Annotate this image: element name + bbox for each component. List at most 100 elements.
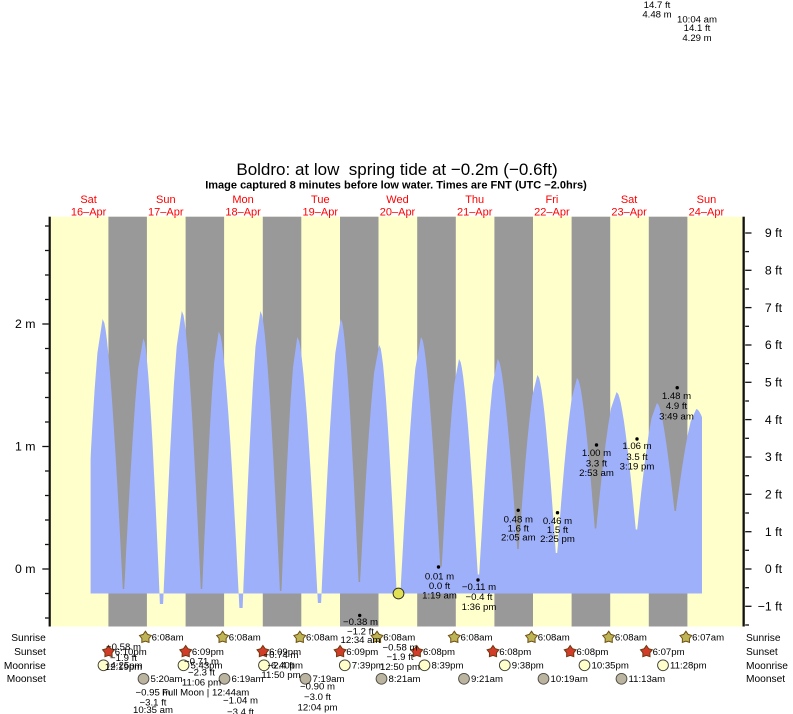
svg-text:16–Apr: 16–Apr [71, 206, 107, 218]
svg-text:Tue: Tue [311, 194, 330, 206]
svg-text:6:08pm: 6:08pm [576, 647, 608, 658]
svg-text:6:08pm: 6:08pm [499, 647, 531, 658]
svg-text:10:35 am: 10:35 am [133, 705, 173, 714]
svg-text:Sunset: Sunset [746, 647, 778, 658]
svg-text:Boldro: at low spring tide at: Boldro: at low spring tide at −0.2m (−0.… [236, 160, 557, 179]
svg-text:−1 ft: −1 ft [758, 600, 783, 614]
svg-text:4.29 m: 4.29 m [682, 33, 711, 44]
svg-text:6:08am: 6:08am [152, 633, 184, 644]
svg-text:6:40pm: 6:40pm [271, 661, 303, 672]
svg-text:12:19pm: 12:19pm [105, 662, 142, 673]
svg-text:1:19 am: 1:19 am [422, 591, 457, 602]
svg-text:10:04 am: 10:04 am [677, 14, 717, 25]
svg-text:−3.0 ft: −3.0 ft [304, 692, 331, 703]
svg-text:2:53 am: 2:53 am [579, 468, 614, 479]
svg-text:6:08am: 6:08am [306, 633, 338, 644]
svg-text:7:39pm: 7:39pm [352, 661, 384, 672]
svg-text:0.46 m: 0.46 m [543, 516, 572, 527]
svg-text:−0.90 m: −0.90 m [300, 681, 335, 692]
svg-text:12:34 am: 12:34 am [340, 635, 380, 646]
svg-text:3:49 am: 3:49 am [659, 411, 694, 422]
svg-text:4:25pm: 4:25pm [111, 661, 143, 672]
svg-text:8:39pm: 8:39pm [432, 661, 464, 672]
svg-text:12:04 pm: 12:04 pm [297, 702, 337, 713]
svg-text:−0.74 m: −0.74 m [264, 650, 299, 661]
svg-text:1.00 m: 1.00 m [582, 448, 611, 459]
svg-text:6:08am: 6:08am [461, 633, 493, 644]
svg-text:11:50 pm: 11:50 pm [261, 670, 300, 681]
svg-text:6:19am: 6:19am [232, 674, 264, 685]
svg-text:5 ft: 5 ft [765, 376, 783, 390]
svg-text:Sunrise: Sunrise [746, 633, 781, 644]
svg-text:1 m: 1 m [15, 440, 36, 454]
svg-text:0 m: 0 m [15, 562, 36, 576]
svg-text:11:28pm: 11:28pm [670, 661, 707, 672]
svg-text:Moonset: Moonset [746, 674, 785, 685]
svg-text:22–Apr: 22–Apr [534, 206, 570, 218]
svg-text:1.06 m: 1.06 m [622, 441, 651, 452]
svg-text:Sun: Sun [156, 194, 176, 206]
svg-text:−0.95 m: −0.95 m [136, 687, 171, 698]
svg-text:10:35pm: 10:35pm [592, 661, 629, 672]
svg-text:0.01 m: 0.01 m [425, 571, 454, 582]
svg-text:−2.3 ft: −2.3 ft [188, 667, 215, 678]
svg-text:23–Apr: 23–Apr [611, 206, 647, 218]
svg-text:−0.38 m: −0.38 m [343, 617, 378, 628]
svg-text:19–Apr: 19–Apr [303, 206, 339, 218]
svg-text:Full Moon | 12:44am: Full Moon | 12:44am [162, 687, 249, 698]
svg-text:8:21am: 8:21am [389, 674, 421, 685]
svg-text:−3.4 ft: −3.4 ft [227, 707, 254, 714]
svg-text:0.0 ft: 0.0 ft [429, 581, 451, 592]
svg-text:−1.2 ft: −1.2 ft [347, 626, 374, 637]
svg-text:11:06 pm: 11:06 pm [182, 677, 221, 688]
svg-text:−0.4 ft: −0.4 ft [466, 592, 493, 603]
svg-text:24–Apr: 24–Apr [689, 206, 725, 218]
svg-text:6:09pm: 6:09pm [346, 647, 378, 658]
svg-text:Moonset: Moonset [7, 674, 46, 685]
svg-text:8 ft: 8 ft [765, 264, 783, 278]
svg-text:6:08pm: 6:08pm [423, 647, 455, 658]
svg-text:−1.9 ft: −1.9 ft [387, 652, 414, 663]
svg-text:−0.11 m: −0.11 m [462, 582, 496, 593]
svg-text:14.7 ft: 14.7 ft [644, 0, 671, 11]
svg-text:Thu: Thu [465, 194, 484, 206]
svg-text:21–Apr: 21–Apr [457, 206, 493, 218]
svg-text:1.5 ft: 1.5 ft [547, 525, 569, 536]
svg-text:6 ft: 6 ft [765, 338, 783, 352]
svg-text:3.3 ft: 3.3 ft [586, 458, 608, 469]
svg-text:Moonrise: Moonrise [4, 661, 46, 672]
svg-text:−0.58 m: −0.58 m [106, 642, 141, 653]
svg-text:Image captured 8 minutes befor: Image captured 8 minutes before low wate… [205, 180, 587, 192]
svg-text:7 ft: 7 ft [765, 301, 783, 315]
svg-text:6:08am: 6:08am [615, 633, 647, 644]
svg-text:3 ft: 3 ft [765, 450, 783, 464]
svg-text:2 m: 2 m [15, 317, 36, 331]
svg-text:2:05 am: 2:05 am [501, 532, 536, 543]
svg-text:1.6 ft: 1.6 ft [508, 523, 530, 534]
svg-text:Sat: Sat [621, 194, 638, 206]
svg-text:Sunrise: Sunrise [11, 633, 46, 644]
svg-text:9:38pm: 9:38pm [512, 661, 544, 672]
svg-text:14.1 ft: 14.1 ft [684, 23, 711, 34]
svg-text:5:20am: 5:20am [151, 674, 183, 685]
svg-text:6:08am: 6:08am [229, 633, 261, 644]
svg-text:Wed: Wed [386, 194, 408, 206]
svg-text:18–Apr: 18–Apr [225, 206, 261, 218]
svg-text:7:19am: 7:19am [313, 674, 345, 685]
svg-text:1:36 pm: 1:36 pm [462, 602, 497, 613]
svg-text:Mon: Mon [232, 194, 253, 206]
svg-text:11:13am: 11:13am [629, 674, 666, 685]
svg-text:9:21am: 9:21am [471, 674, 503, 685]
svg-text:−0.71 m: −0.71 m [184, 656, 219, 667]
svg-text:−1.9 ft: −1.9 ft [110, 653, 137, 664]
svg-text:4.48 m: 4.48 m [642, 10, 671, 21]
svg-text:2 ft: 2 ft [765, 488, 783, 502]
svg-text:−0.58 m: −0.58 m [383, 642, 418, 653]
svg-text:−3.1 ft: −3.1 ft [140, 697, 167, 708]
svg-text:1 ft: 1 ft [765, 525, 783, 539]
svg-text:3.5 ft: 3.5 ft [626, 452, 648, 463]
svg-text:−1.04 m: −1.04 m [223, 695, 258, 706]
svg-text:17–Apr: 17–Apr [148, 206, 184, 218]
svg-text:0.48 m: 0.48 m [504, 514, 533, 525]
svg-text:4 ft: 4 ft [765, 413, 783, 427]
